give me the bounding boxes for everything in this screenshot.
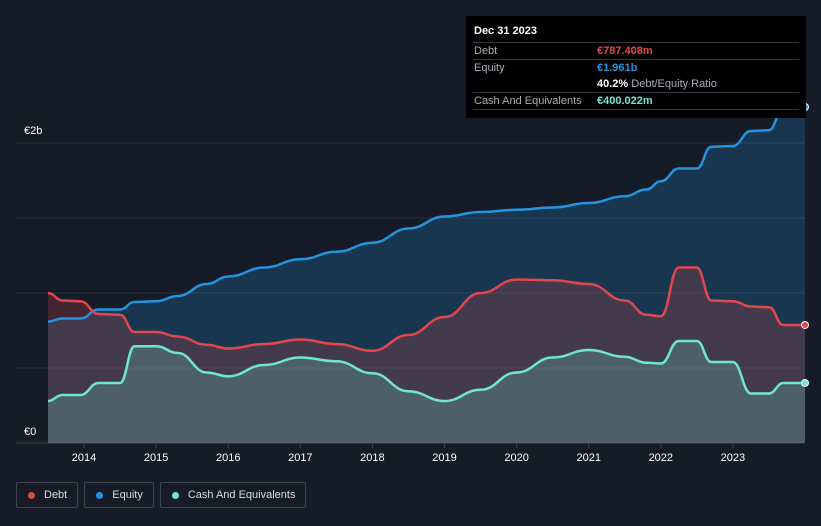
area-equity: [48, 107, 805, 443]
end-marker-debt[interactable]: [801, 320, 809, 329]
tooltip-debt-label: Debt: [474, 45, 498, 57]
y-tick-label: €2b: [24, 125, 42, 137]
legend-cash-label: Cash And Equivalents: [187, 489, 296, 501]
tooltip-debt-value: €787.408m: [597, 45, 653, 57]
line-debt: [47, 266, 805, 352]
x-tick-label: 2022: [649, 452, 673, 464]
x-tick-label: 2014: [72, 452, 96, 464]
x-tick-label: 2016: [216, 452, 240, 464]
legend-item-equity[interactable]: Equity: [84, 482, 154, 508]
tooltip-equity-label: Equity: [474, 62, 505, 74]
tooltip-equity-value: €1.961b: [597, 62, 638, 74]
equity-dot-icon: [96, 491, 104, 499]
line-cash: [47, 339, 805, 403]
tooltip-cash-label: Cash And Equivalents: [474, 95, 582, 107]
x-tick-label: 2019: [432, 452, 456, 464]
legend-item-debt[interactable]: Debt: [16, 482, 79, 508]
area-debt: [48, 267, 805, 443]
chart-legend: Debt Equity Cash And Equivalents: [16, 482, 307, 510]
series-areas: [48, 107, 805, 443]
legend-debt-label: Debt: [44, 489, 68, 501]
y-tick-label: €0: [24, 426, 36, 438]
area-cash: [48, 341, 805, 443]
end-marker-cash[interactable]: [801, 379, 809, 387]
x-tick-label: 2018: [360, 452, 384, 464]
cash-dot-icon: [171, 491, 179, 499]
x-tick-label: 2015: [144, 452, 168, 464]
line-equity: [47, 105, 806, 323]
tooltip-date: Dec 31 2023: [473, 16, 799, 43]
series-lines: [47, 105, 806, 403]
tooltip-panel: Dec 31 2023 Debt €787.408m Equity €1.961…: [466, 16, 806, 118]
grid-lines: [16, 142, 805, 444]
tooltip-debt-row: Debt €787.408m: [473, 43, 799, 60]
x-tick-label: 2023: [721, 452, 745, 464]
x-tick-label: 2017: [288, 452, 312, 464]
tooltip-ratio-label: Debt/Equity Ratio: [631, 78, 717, 90]
tooltip-equity-row: Equity €1.961b: [473, 60, 799, 76]
debt-dot-icon: [28, 491, 35, 499]
tooltip-ratio-value: 40.2%: [597, 78, 629, 90]
legend-equity-label: Equity: [112, 489, 143, 501]
x-tick-label: 2021: [576, 452, 600, 464]
x-tick-label: 2020: [504, 452, 528, 464]
tooltip-ratio-row: 40.2% Debt/Equity Ratio: [473, 76, 799, 93]
tooltip-cash-value: €400.022m: [597, 95, 653, 107]
tooltip-cash-row: Cash And Equivalents €400.022m: [473, 93, 799, 110]
axes: €2b €0 2014 2015 2016 2017 2018 2019 2020 2021 202…: [24, 125, 745, 464]
legend-item-cash[interactable]: Cash And Equivalents: [159, 482, 307, 508]
tooltip-ratio: 40.2% Debt/Equity Ratio: [597, 76, 717, 92]
